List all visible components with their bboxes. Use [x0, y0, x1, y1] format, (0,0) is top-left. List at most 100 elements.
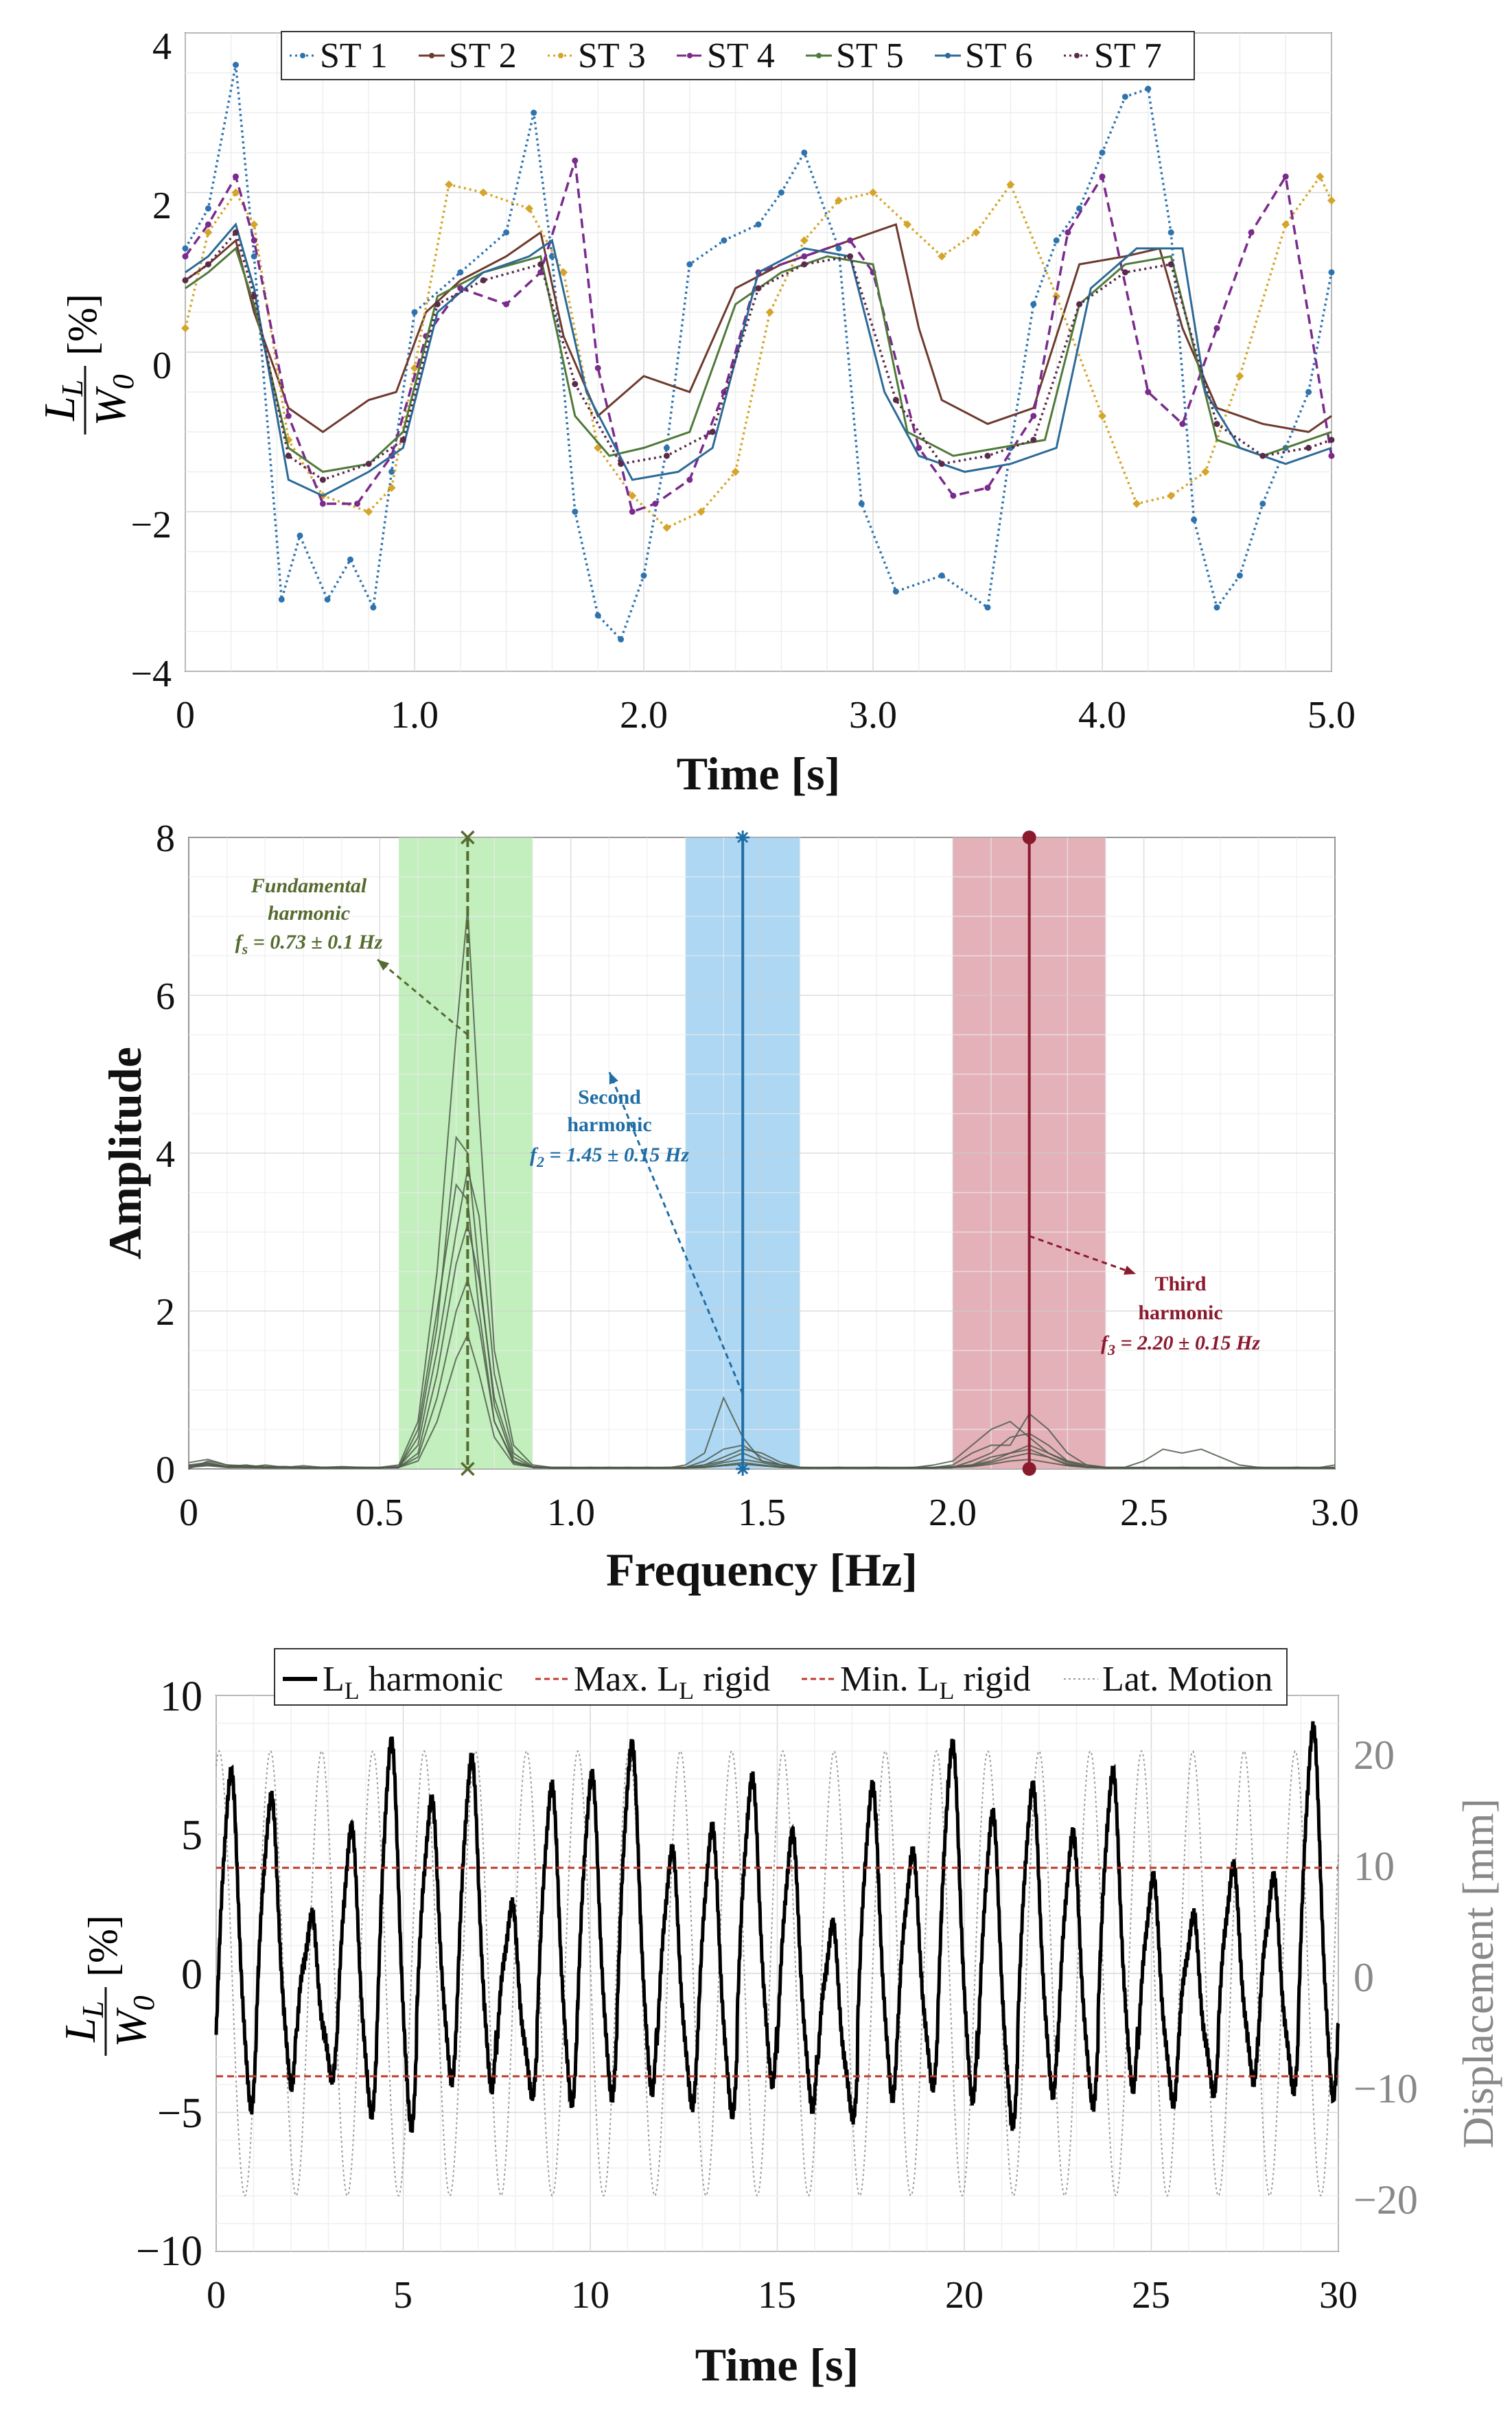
data-point [594, 364, 601, 371]
data-point [686, 261, 693, 268]
data-point [765, 308, 774, 316]
y-tick-label: 8 [156, 818, 175, 860]
data-point [1316, 172, 1325, 181]
data-point [1145, 85, 1152, 92]
x-tick-label: 0.5 [356, 1492, 404, 1534]
data-point [1282, 173, 1289, 180]
data-point [984, 604, 991, 611]
data-point [869, 188, 877, 197]
harmonic-marker [1022, 1462, 1036, 1476]
data-point [618, 461, 625, 467]
data-point [319, 476, 326, 483]
y-tick-label: 4 [152, 25, 172, 68]
data-point [686, 476, 693, 483]
data-point [950, 492, 957, 499]
y-tick-label: 4 [156, 1133, 175, 1176]
x-tick-label: 25 [1132, 2274, 1170, 2317]
data-point [800, 236, 809, 245]
data-point [181, 324, 189, 333]
annotation-arrow [608, 1071, 744, 1395]
data-point [531, 109, 537, 116]
harmonic-marker [736, 831, 750, 844]
data-point [835, 245, 842, 252]
data-point [709, 428, 716, 435]
x-tick-label: 0 [207, 2274, 226, 2317]
data-point [324, 596, 331, 603]
y-right-tick-label: 10 [1353, 1844, 1395, 1889]
legend-label: Lat. Motion [1102, 1660, 1272, 1699]
data-point [278, 596, 285, 603]
x-tick-label: 15 [758, 2274, 796, 2317]
harmonic-markers [461, 830, 1036, 1476]
data-point [1248, 229, 1255, 236]
data-point [984, 485, 991, 491]
y-tick-label: 10 [160, 1673, 202, 1720]
legend-label: ST 4 [707, 36, 775, 76]
y-axis-title: LL W0 [%] [35, 294, 140, 434]
annotation-arrows [377, 958, 1137, 1395]
series-line-5 [185, 246, 1332, 473]
data-point [1328, 437, 1335, 443]
data-point [434, 301, 441, 308]
y-tick-label: −10 [136, 2228, 202, 2275]
y-tick-label: 2 [156, 1291, 175, 1334]
data-point [572, 381, 579, 387]
data-point [1235, 371, 1244, 380]
data-point [1030, 413, 1037, 419]
legend-label: Max. L [574, 1660, 679, 1699]
x-tick-label: 3.0 [1311, 1492, 1359, 1534]
annotation-line: harmonic [1138, 1301, 1222, 1324]
data-point [537, 261, 544, 268]
data-point [662, 523, 671, 532]
legend-label: ST 3 [578, 36, 646, 76]
y-label-den: W [86, 386, 135, 426]
data-point [916, 445, 922, 451]
data-point [1006, 180, 1015, 189]
data-point [721, 237, 728, 244]
data-point [251, 293, 257, 300]
x-tick-label: 0 [179, 1492, 198, 1534]
series-line-6 [185, 222, 1332, 497]
legend-label-sub: L [939, 1677, 954, 1704]
data-point [480, 277, 487, 283]
data-point [1053, 237, 1060, 244]
data-point [1179, 421, 1186, 428]
arrow-head [609, 1072, 618, 1085]
grid [216, 1695, 1339, 2252]
arrow-head [377, 960, 390, 971]
data-point [399, 437, 406, 443]
arrow-head [1124, 1265, 1136, 1275]
data-point [285, 413, 292, 419]
x-tick-label: 1.0 [547, 1492, 595, 1534]
data-point [354, 500, 360, 507]
data-point [232, 173, 239, 180]
y-label-num-sub: L [56, 380, 89, 397]
x-tick-label: 10 [571, 2274, 609, 2317]
y-label-unit: [%] [60, 294, 105, 356]
svg-text:LL harmonic: LL harmonic [323, 1660, 503, 1704]
data-point [938, 461, 945, 467]
svg-text:W0: W0 [86, 374, 140, 426]
spectrum-line-4 [188, 1168, 1335, 1468]
data-point [1191, 516, 1198, 523]
data-point [1167, 261, 1174, 268]
data-point [182, 253, 189, 259]
annotation-line: Second [578, 1086, 641, 1109]
legend-label-rest: rigid [694, 1660, 770, 1699]
annotation-arrow [377, 958, 469, 1036]
data-point [755, 285, 762, 292]
data-point [1121, 269, 1128, 276]
legend-label: ST 2 [449, 36, 517, 76]
data-point [984, 452, 991, 459]
data-point [618, 636, 625, 642]
annotation-value: = 2.20 ± 0.15 Hz [1115, 1332, 1260, 1354]
legend-label-sub: L [679, 1677, 694, 1704]
data-point [1145, 389, 1152, 395]
svg-text:f2 = 1.45 ± 0.15 Hz: f2 = 1.45 ± 0.15 Hz [530, 1144, 689, 1170]
data-point [231, 188, 240, 197]
data-point [250, 220, 259, 229]
data-point [182, 277, 189, 283]
legend-marker [816, 53, 822, 58]
legend-marker [687, 53, 693, 58]
data-point [365, 461, 372, 467]
